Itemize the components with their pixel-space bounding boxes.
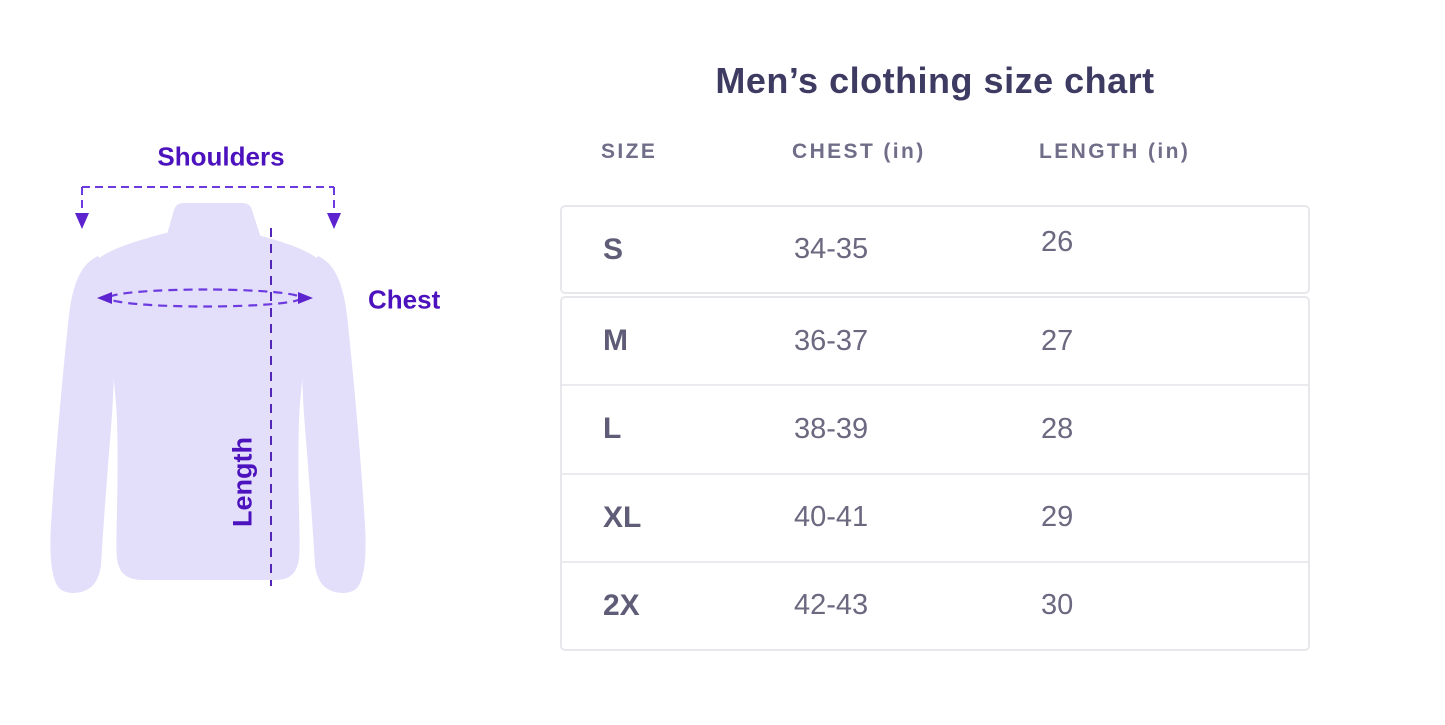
shoulders-measure-line — [81, 186, 335, 214]
size-chart: Men’s clothing size chart SIZE CHEST (in… — [560, 0, 1310, 725]
length-cell: 28 — [1041, 412, 1074, 445]
table-row: S 34-35 26 — [562, 207, 1308, 292]
shoulders-arrow-right-icon — [327, 213, 341, 229]
size-cell: L — [603, 412, 622, 446]
chest-cell: 40-41 — [794, 501, 869, 534]
chest-cell: 34-35 — [794, 233, 869, 265]
table-row: XL 40-41 29 — [562, 472, 1308, 561]
measurement-diagram: Shoulders Chest Length — [0, 0, 500, 725]
length-cell: 29 — [1041, 501, 1074, 534]
table-header: SIZE CHEST (in) LENGTH (in) — [560, 140, 1310, 164]
table-row: 2X 42-43 30 — [562, 560, 1308, 649]
table-card-rest: M 36-37 27 L 38-39 28 XL 40-41 29 2X 42-… — [560, 296, 1310, 651]
size-cell: M — [603, 324, 628, 358]
table-card-small: S 34-35 26 — [560, 205, 1310, 294]
chest-cell: 42-43 — [794, 589, 869, 622]
shoulders-arrow-left-icon — [75, 213, 89, 229]
length-cell: 30 — [1041, 589, 1074, 622]
shirt-illustration — [50, 186, 366, 593]
length-label: Length — [227, 437, 258, 527]
chest-label: Chest — [368, 284, 441, 315]
chest-arrow-right-icon — [298, 292, 313, 304]
table-row: L 38-39 28 — [562, 384, 1308, 472]
size-cell: XL — [603, 500, 642, 534]
size-cell: S — [603, 232, 624, 266]
length-cell: 27 — [1041, 324, 1074, 357]
shirt-right-sleeve — [301, 256, 366, 593]
shirt-collar — [166, 203, 261, 243]
chest-cell: 38-39 — [794, 412, 869, 445]
column-header-size: SIZE — [601, 140, 658, 163]
shoulders-label: Shoulders — [157, 141, 285, 172]
page-title: Men’s clothing size chart — [715, 60, 1155, 101]
column-header-chest: CHEST (in) — [792, 140, 926, 163]
column-header-length: LENGTH (in) — [1039, 140, 1191, 163]
length-cell: 26 — [1041, 226, 1074, 258]
chest-arrow-left-icon — [97, 292, 112, 304]
chest-cell: 36-37 — [794, 324, 869, 357]
table-row: M 36-37 27 — [562, 298, 1308, 384]
shirt-body — [96, 232, 320, 580]
shirt-left-sleeve — [50, 256, 115, 593]
size-cell: 2X — [603, 588, 640, 622]
